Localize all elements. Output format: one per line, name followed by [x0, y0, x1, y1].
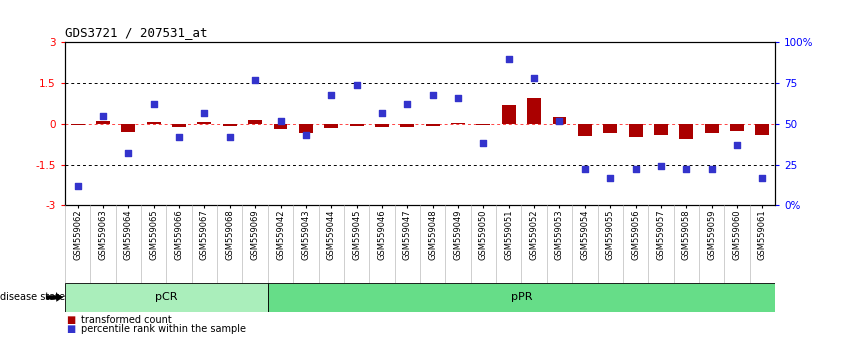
Point	[96, 113, 110, 119]
Bar	[249, 120, 262, 124]
Text: GSM559065: GSM559065	[149, 209, 158, 260]
Point	[299, 132, 313, 138]
Text: GDS3721 / 207531_at: GDS3721 / 207531_at	[65, 26, 208, 39]
Text: GSM559068: GSM559068	[225, 209, 235, 260]
Text: GSM559052: GSM559052	[530, 209, 539, 260]
Point	[451, 95, 465, 101]
Text: GSM559055: GSM559055	[605, 209, 615, 260]
Text: GSM559053: GSM559053	[555, 209, 564, 260]
Bar	[268, 283, 775, 312]
Text: GSM559057: GSM559057	[656, 209, 665, 260]
Point	[654, 164, 668, 169]
Bar	[65, 283, 268, 312]
Point	[274, 118, 288, 124]
Point	[249, 77, 262, 83]
Text: GSM559051: GSM559051	[504, 209, 514, 260]
Bar	[730, 124, 744, 131]
Bar	[553, 117, 566, 124]
Bar	[705, 124, 719, 133]
Text: GSM559067: GSM559067	[200, 209, 209, 260]
Point	[426, 92, 440, 97]
Text: GSM559069: GSM559069	[250, 209, 260, 260]
Text: GSM559054: GSM559054	[580, 209, 590, 260]
Text: GSM559056: GSM559056	[631, 209, 640, 260]
Bar	[654, 124, 668, 135]
Bar	[197, 122, 211, 124]
Bar	[451, 123, 465, 124]
Bar	[324, 124, 339, 128]
Text: pCR: pCR	[155, 292, 178, 302]
Point	[223, 134, 236, 140]
Text: GSM559042: GSM559042	[276, 209, 285, 260]
Text: percentile rank within the sample: percentile rank within the sample	[81, 324, 246, 334]
Point	[375, 110, 389, 115]
Bar	[400, 124, 414, 127]
Text: GSM559047: GSM559047	[403, 209, 412, 260]
Point	[172, 134, 186, 140]
Point	[476, 141, 490, 146]
Bar	[223, 124, 236, 126]
Point	[527, 75, 541, 81]
Point	[121, 150, 135, 156]
Text: GSM559043: GSM559043	[301, 209, 310, 260]
Point	[146, 102, 160, 107]
Text: GSM559064: GSM559064	[124, 209, 132, 260]
Point	[578, 167, 591, 172]
Point	[604, 175, 617, 181]
Point	[324, 92, 338, 97]
Point	[679, 167, 693, 172]
Text: GSM559045: GSM559045	[352, 209, 361, 260]
Text: GSM559048: GSM559048	[428, 209, 437, 260]
Bar	[629, 124, 643, 137]
Text: GSM559058: GSM559058	[682, 209, 691, 260]
Text: GSM559050: GSM559050	[479, 209, 488, 260]
Text: GSM559049: GSM559049	[454, 209, 462, 260]
Bar	[679, 124, 694, 139]
Text: transformed count: transformed count	[81, 315, 171, 325]
Bar	[426, 124, 440, 126]
Bar	[71, 124, 85, 125]
Bar	[501, 105, 516, 124]
Bar	[121, 124, 135, 132]
Bar	[578, 124, 591, 136]
Bar	[755, 124, 769, 135]
Bar	[274, 124, 288, 129]
Point	[197, 110, 211, 115]
Bar	[350, 124, 364, 126]
Point	[553, 118, 566, 124]
Text: GSM559046: GSM559046	[378, 209, 386, 260]
Point	[400, 102, 414, 107]
Bar	[146, 122, 161, 124]
Text: pPR: pPR	[511, 292, 533, 302]
Bar	[604, 124, 617, 133]
Text: GSM559061: GSM559061	[758, 209, 767, 260]
Text: GSM559066: GSM559066	[175, 209, 184, 260]
Text: GSM559059: GSM559059	[708, 209, 716, 260]
Bar	[299, 124, 313, 133]
Point	[730, 142, 744, 148]
Point	[350, 82, 364, 88]
Bar	[375, 124, 389, 127]
Point	[71, 183, 85, 189]
Text: disease state: disease state	[0, 292, 65, 302]
Bar	[476, 124, 490, 125]
Text: ■: ■	[66, 324, 75, 334]
Point	[705, 167, 719, 172]
Text: GSM559060: GSM559060	[733, 209, 741, 260]
Bar	[96, 121, 110, 124]
Text: GSM559062: GSM559062	[73, 209, 82, 260]
Point	[629, 167, 643, 172]
Point	[755, 175, 769, 181]
Bar	[172, 124, 186, 127]
Text: ■: ■	[66, 315, 75, 325]
Text: GSM559044: GSM559044	[326, 209, 336, 260]
Text: GSM559063: GSM559063	[99, 209, 107, 260]
Bar	[527, 98, 541, 124]
Point	[501, 56, 515, 62]
